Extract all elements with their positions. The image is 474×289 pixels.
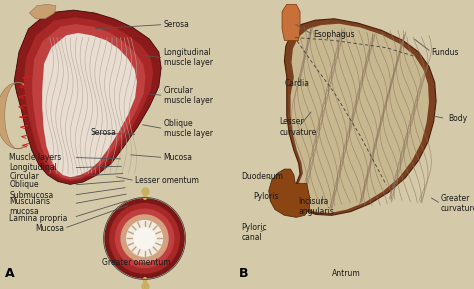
Text: Oblique: Oblique (9, 180, 39, 190)
Text: Circular: Circular (9, 172, 39, 181)
Ellipse shape (133, 227, 156, 250)
Text: Greater
curvature: Greater curvature (441, 194, 474, 214)
Text: B: B (239, 267, 249, 280)
Text: Esophagus: Esophagus (313, 30, 355, 39)
Text: Muscularis
mucosa: Muscularis mucosa (9, 197, 50, 216)
Text: Greater omentum: Greater omentum (102, 258, 171, 268)
Text: Circular
muscle layer: Circular muscle layer (164, 86, 212, 105)
Text: Lesser
curvature: Lesser curvature (280, 117, 317, 137)
Text: Body: Body (448, 114, 467, 123)
Polygon shape (282, 4, 300, 40)
Text: Pyloris: Pyloris (254, 192, 279, 201)
Ellipse shape (109, 203, 180, 274)
Text: Mucosa: Mucosa (36, 224, 64, 233)
Polygon shape (0, 82, 28, 149)
Text: Longitudinal
muscle layer: Longitudinal muscle layer (164, 48, 212, 68)
Text: Longitudinal: Longitudinal (9, 163, 57, 172)
Ellipse shape (104, 198, 185, 279)
Polygon shape (29, 4, 56, 19)
Text: Lesser omentum: Lesser omentum (135, 176, 199, 185)
Text: Submucosa: Submucosa (9, 190, 54, 200)
Text: Serosa: Serosa (90, 128, 116, 138)
Polygon shape (284, 19, 436, 215)
Ellipse shape (115, 209, 174, 268)
Polygon shape (14, 10, 161, 184)
Text: Duodenum: Duodenum (242, 172, 284, 181)
Text: Lamina propria: Lamina propria (9, 214, 68, 223)
Text: Serosa: Serosa (164, 20, 190, 29)
Text: Oblique
muscle layer: Oblique muscle layer (164, 119, 212, 138)
Polygon shape (42, 33, 137, 177)
Text: Cardia: Cardia (284, 79, 310, 88)
Polygon shape (24, 17, 153, 181)
Text: Antrum: Antrum (332, 268, 360, 278)
Polygon shape (32, 24, 146, 180)
Polygon shape (269, 169, 310, 217)
Ellipse shape (126, 220, 163, 257)
Text: Incisura
angularis: Incisura angularis (299, 197, 335, 216)
Text: Pyloric
canal: Pyloric canal (242, 223, 267, 242)
Text: A: A (5, 267, 14, 280)
Polygon shape (291, 24, 429, 213)
Text: Muscle layers: Muscle layers (9, 153, 62, 162)
Text: Fundus: Fundus (431, 47, 459, 57)
Ellipse shape (120, 214, 169, 263)
Text: Mucosa: Mucosa (164, 153, 192, 162)
